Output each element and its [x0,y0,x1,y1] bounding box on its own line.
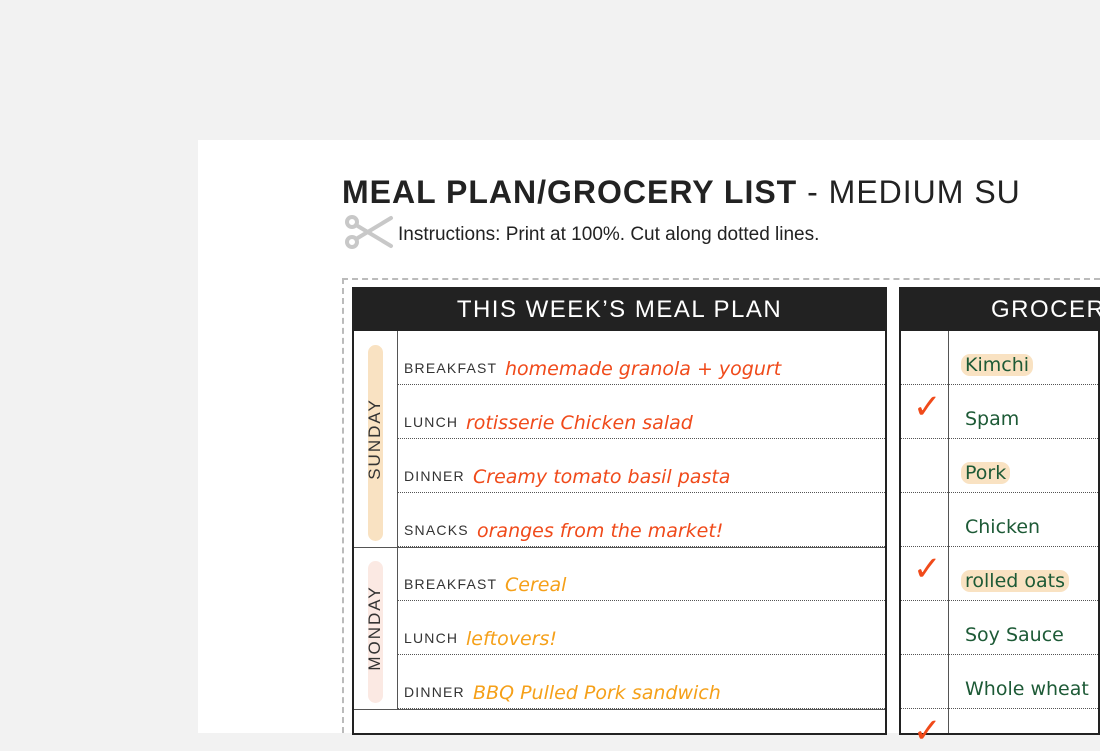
grocery-item-name: Whole wheat [965,678,1089,700]
grocery-item[interactable]: Soy Sauce [949,601,1098,655]
day-highlight [368,345,383,541]
day-divider [354,709,885,710]
day-name: SUNDAY [365,398,384,480]
check-cell[interactable] [901,331,948,385]
grocery-item[interactable]: rolled oats [949,547,1098,601]
checkmark-icon: ✓ [913,550,942,588]
meal-row[interactable]: DINNER BBQ Pulled Pork sandwich [398,655,885,709]
grocery-list-panel: GROCER Kimchi Spam ✓ Pork Chicken rolled oats… [899,287,1100,750]
grocery-item[interactable] [949,709,1098,731]
check-cell[interactable] [901,601,948,655]
page-title: MEAL PLAN/GROCERY LIST - MEDIUM SU [342,174,1021,211]
meal-row[interactable]: BREAKFAST Cereal [398,547,885,601]
grocery-item[interactable]: Kimchi [949,331,1098,385]
meal-entry[interactable]: homemade granola + yogurt [505,358,782,380]
meal-entry[interactable]: oranges from the market! [477,520,724,542]
meal-entry[interactable]: leftovers! [466,628,557,650]
check-cell[interactable]: ✓ [901,385,948,439]
meal-entry[interactable]: Creamy tomato basil pasta [473,466,731,488]
check-cell[interactable]: ✓ [901,709,948,750]
meal-entry[interactable]: BBQ Pulled Pork sandwich [473,682,721,704]
check-cell[interactable]: ✓ [901,547,948,601]
grocery-item-name: Kimchi [961,354,1034,376]
grocery-item-name: Chicken [965,516,1041,538]
grocery-item-name: rolled oats [961,570,1069,592]
meal-row[interactable]: DINNER Creamy tomato basil pasta [398,439,885,493]
meal-label: BREAKFAST [404,360,498,376]
grocery-item[interactable]: Pork [949,439,1098,493]
grocery-header: GROCER [901,289,1100,331]
meal-plan-header: THIS WEEK’S MEAL PLAN [354,289,885,331]
day-highlight [368,561,383,703]
meal-label: SNACKS [404,522,469,538]
meal-row[interactable]: SNACKS oranges from the market! [398,493,885,547]
meal-label: BREAKFAST [404,576,498,592]
meal-plan-panel: THIS WEEK’S MEAL PLAN SUNDAY BREAKFAST hom… [352,287,887,735]
scissors-icon [345,215,393,249]
day-column: SUNDAY [354,331,398,547]
day-name: MONDAY [365,585,384,671]
title-rest: - MEDIUM SU [797,174,1021,210]
check-cell[interactable] [901,655,948,709]
grocery-item[interactable]: Chicken [949,493,1098,547]
checkmark-icon: ✓ [913,388,942,426]
meal-label: DINNER [404,468,465,484]
grocery-item-name: Pork [961,462,1011,484]
checkmark-icon: ✓ [913,712,942,750]
meal-row[interactable]: LUNCH leftovers! [398,601,885,655]
title-bold: MEAL PLAN/GROCERY LIST [342,174,798,210]
meal-label: LUNCH [404,414,459,430]
meal-row[interactable]: BREAKFAST homemade granola + yogurt [398,331,885,385]
meal-row[interactable]: LUNCH rotisserie Chicken salad [398,385,885,439]
meal-label: LUNCH [404,630,459,646]
grocery-item-name: Soy Sauce [965,624,1064,646]
meal-entry[interactable]: rotisserie Chicken salad [466,412,693,434]
day-divider [354,547,885,548]
day-column: MONDAY [354,547,398,709]
cut-line [342,278,1100,733]
instructions-text: Instructions: Print at 100%. Cut along d… [398,224,820,245]
check-cell[interactable] [901,493,948,547]
check-column [901,331,949,733]
meal-label: DINNER [404,684,465,700]
grocery-item-name: Spam [965,408,1020,430]
meal-entry[interactable]: Cereal [505,574,567,596]
grocery-item[interactable]: Spam [949,385,1098,439]
grocery-item[interactable]: Whole wheat [949,655,1098,709]
check-cell[interactable] [901,439,948,493]
